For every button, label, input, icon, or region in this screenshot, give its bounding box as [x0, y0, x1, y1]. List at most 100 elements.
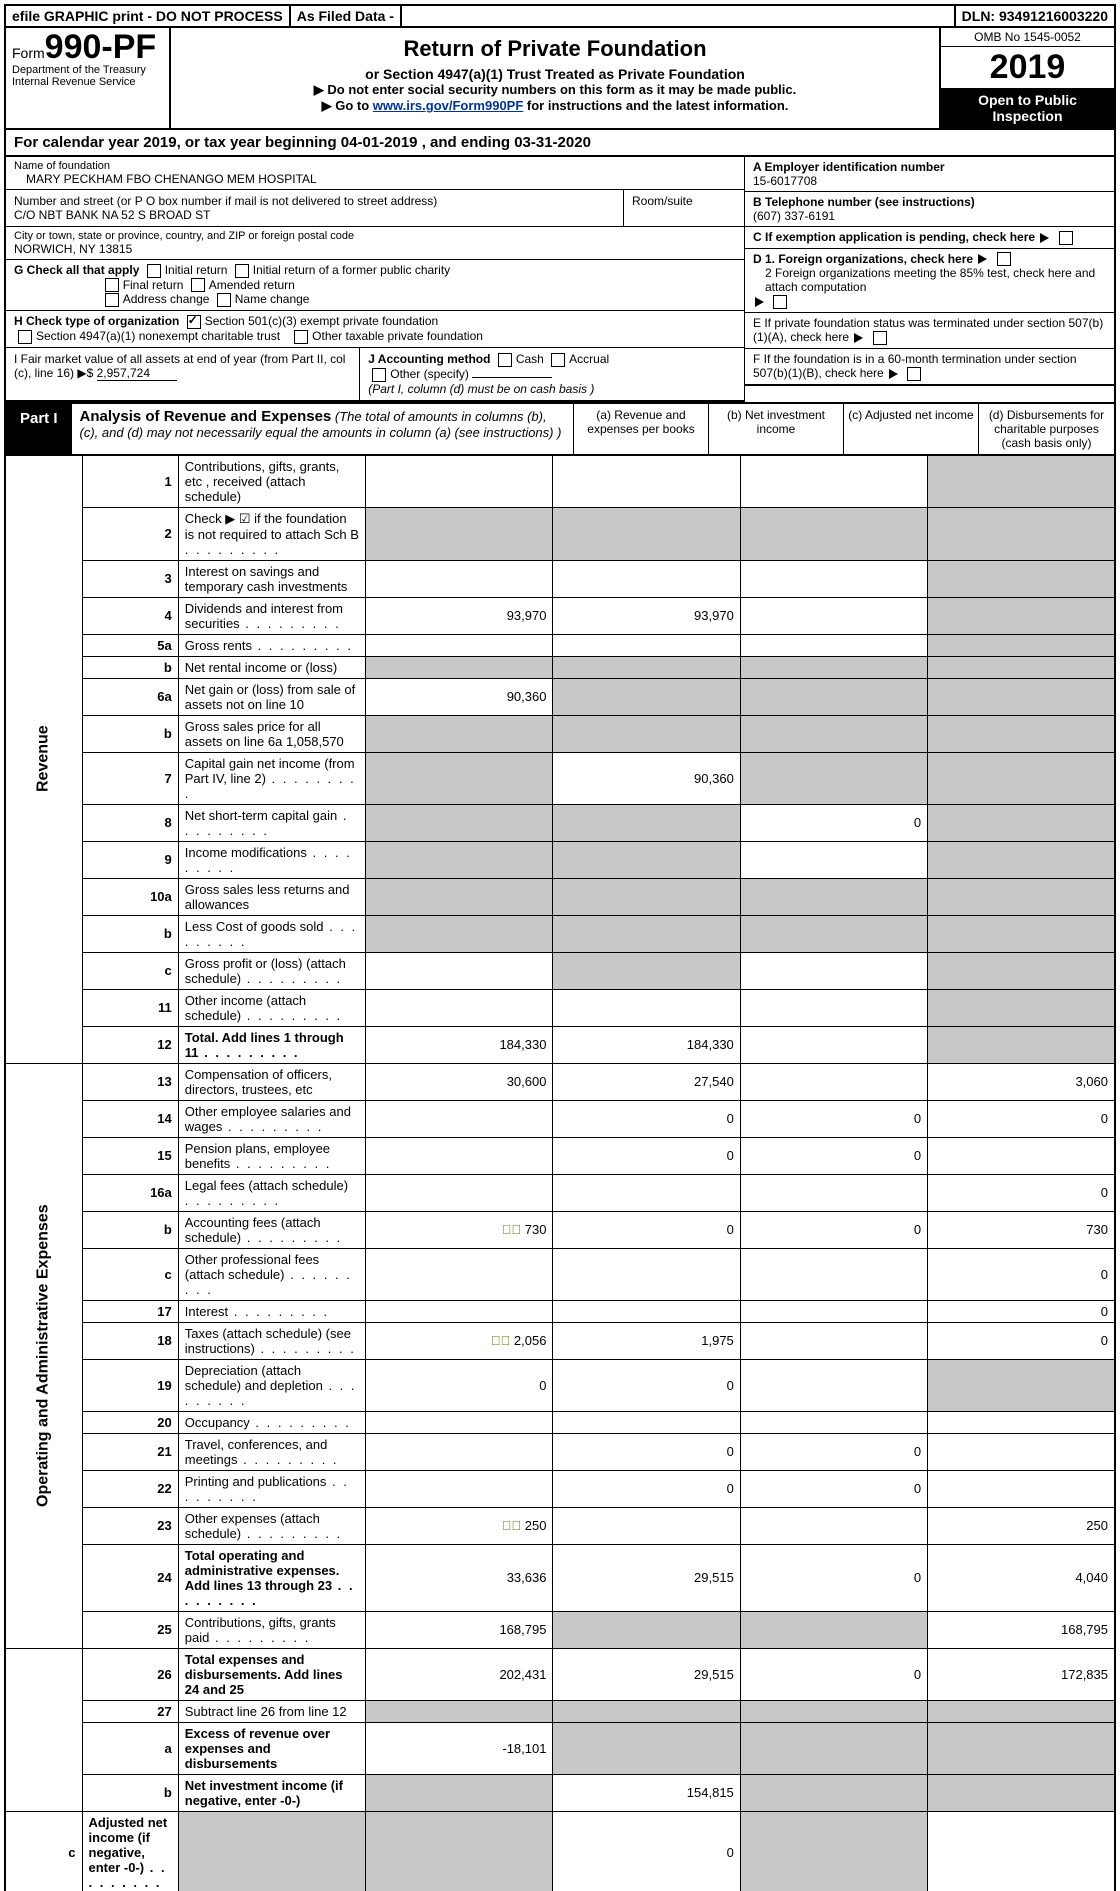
col-c [740, 1700, 927, 1722]
checkbox-501c3[interactable] [187, 315, 201, 329]
col-d [928, 952, 1115, 989]
checkbox-addr-change[interactable] [105, 293, 119, 307]
line-number: 2 [82, 507, 178, 560]
col-b: 0 [553, 1137, 740, 1174]
notice-ssn: ▶ Do not enter social security numbers o… [179, 82, 931, 98]
g-final: Final return [123, 278, 184, 292]
table-row: 10aGross sales less returns and allowanc… [5, 878, 1115, 915]
col-c: 0 [740, 1100, 927, 1137]
h-label: H Check type of organization [14, 314, 179, 328]
irs-link[interactable]: www.irs.gov/Form990PF [373, 98, 524, 113]
checkbox-d2[interactable] [773, 295, 787, 309]
col-c [740, 952, 927, 989]
h-501c3: Section 501(c)(3) exempt private foundat… [205, 314, 438, 328]
col-b [553, 1174, 740, 1211]
col-b [553, 1248, 740, 1300]
col-a [366, 1700, 553, 1722]
j-cash: Cash [516, 352, 544, 366]
col-d [928, 507, 1115, 560]
address: C/O NBT BANK NA 52 S BROAD ST [14, 208, 615, 222]
col-d-head: (d) Disbursements for charitable purpose… [979, 404, 1114, 454]
col-d [928, 597, 1115, 634]
line-desc: Gross profit or (loss) (attach schedule) [178, 952, 365, 989]
col-c [740, 1248, 927, 1300]
table-row: 22Printing and publications00 [5, 1470, 1115, 1507]
col-b: 0 [553, 1433, 740, 1470]
table-row: 24Total operating and administrative exp… [5, 1544, 1115, 1611]
col-b: 90,360 [553, 752, 740, 804]
line-desc: Total. Add lines 1 through 11 [178, 1026, 365, 1063]
checkbox-accrual[interactable] [551, 353, 565, 367]
room-label: Room/suite [632, 194, 736, 208]
col-b [366, 1811, 553, 1891]
checkbox-final[interactable] [105, 278, 119, 292]
col-b [553, 804, 740, 841]
table-row: 3Interest on savings and temporary cash … [5, 560, 1115, 597]
col-b [553, 1507, 740, 1544]
line-desc: Gross rents [178, 634, 365, 656]
col-a [366, 715, 553, 752]
col-b [553, 656, 740, 678]
attach-icon[interactable]: ✎⃝ [502, 1222, 522, 1237]
line-number: 23 [82, 1507, 178, 1544]
checkbox-name-change[interactable] [217, 293, 231, 307]
line-number: 11 [82, 989, 178, 1026]
col-c: 0 [740, 1470, 927, 1507]
col-d [928, 634, 1115, 656]
col-d: 0 [928, 1300, 1115, 1322]
col-d [928, 1137, 1115, 1174]
col-c [740, 915, 927, 952]
checkbox-initial-former[interactable] [235, 264, 249, 278]
checkbox-e[interactable] [873, 331, 887, 345]
attach-icon[interactable]: ✎⃝ [502, 1518, 522, 1533]
col-b [553, 1300, 740, 1322]
checkbox-amended[interactable] [191, 278, 205, 292]
checkbox-d1[interactable] [997, 252, 1011, 266]
col-b [553, 952, 740, 989]
col-c [740, 1507, 927, 1544]
line-desc: Interest [178, 1300, 365, 1322]
checkbox-4947[interactable] [18, 330, 32, 344]
checkbox-other-method[interactable] [372, 368, 386, 382]
line-desc: Contributions, gifts, grants paid [178, 1611, 365, 1648]
line-number: 21 [82, 1433, 178, 1470]
col-a [366, 1411, 553, 1433]
table-row: 7Capital gain net income (from Part IV, … [5, 752, 1115, 804]
checkbox-f[interactable] [907, 367, 921, 381]
checkbox-cash[interactable] [498, 353, 512, 367]
table-row: 21Travel, conferences, and meetings00 [5, 1433, 1115, 1470]
line-number: 25 [82, 1611, 178, 1648]
col-a [366, 560, 553, 597]
col-c [740, 1300, 927, 1322]
col-a: 30,600 [366, 1063, 553, 1100]
col-b [553, 1611, 740, 1648]
asfiled: As Filed Data - [291, 6, 402, 26]
col-a: 33,636 [366, 1544, 553, 1611]
col-a [366, 1174, 553, 1211]
col-c [740, 1026, 927, 1063]
col-c [740, 989, 927, 1026]
checkbox-initial[interactable] [147, 264, 161, 278]
addr-label: Number and street (or P O box number if … [14, 194, 615, 208]
col-c [740, 678, 927, 715]
col-a [366, 634, 553, 656]
header-right: OMB No 1545-0052 2019 Open to Public Ins… [939, 28, 1114, 128]
table-row: 14Other employee salaries and wages000 [5, 1100, 1115, 1137]
col-d [928, 752, 1115, 804]
attach-icon[interactable]: ✎⃝ [491, 1333, 511, 1348]
line-desc: Gross sales less returns and allowances [178, 878, 365, 915]
col-c [740, 752, 927, 804]
col-a [366, 804, 553, 841]
col-c [740, 715, 927, 752]
line-desc: Gross sales price for all assets on line… [178, 715, 365, 752]
checkbox-c[interactable] [1059, 231, 1073, 245]
line-number: 27 [82, 1700, 178, 1722]
line-number: 7 [82, 752, 178, 804]
line-number: 3 [82, 560, 178, 597]
col-b [553, 989, 740, 1026]
j-label: J Accounting method [368, 352, 490, 366]
ein-value: 15-6017708 [753, 174, 817, 188]
table-row: 11Other income (attach schedule) [5, 989, 1115, 1026]
checkbox-other-tax[interactable] [294, 330, 308, 344]
line-number: 16a [82, 1174, 178, 1211]
